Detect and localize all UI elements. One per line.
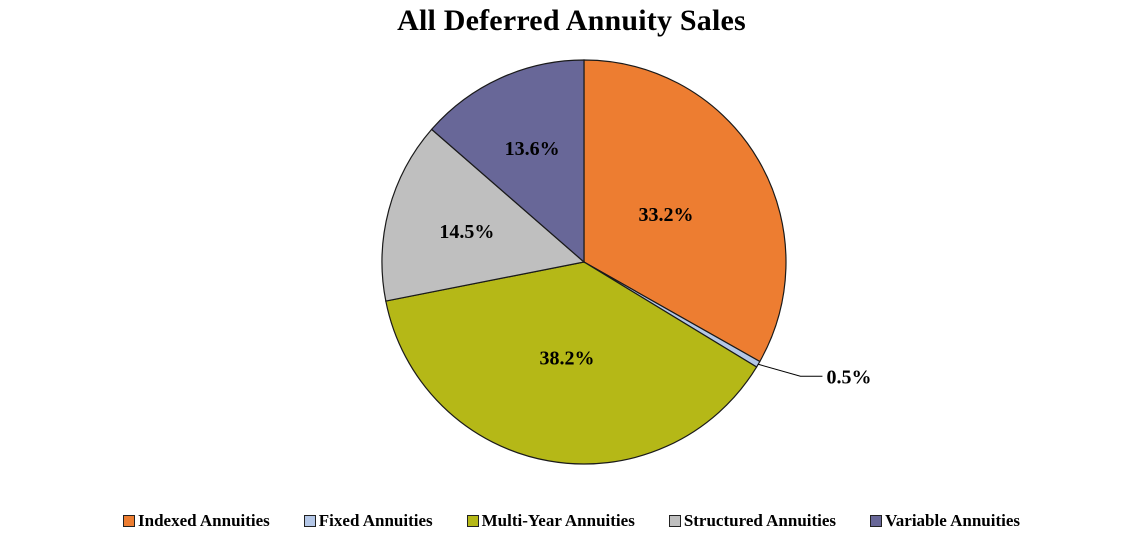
leader-line [758,363,823,377]
chart-title: All Deferred Annuity Sales [397,4,746,37]
pie-slice-indexed-annuities [583,59,787,363]
legend-item: Fixed Annuities [303,511,433,531]
slice-label: 38.2% [540,347,595,369]
legend-label: Variable Annuities [885,511,1020,530]
legend-label: Structured Annuities [683,511,837,530]
pie-chart: 33.2% 0.5% 38.2% 14.5% 13.6% [381,59,871,465]
legend-item: Variable Annuities [870,511,1020,531]
legend-item: Structured Annuities [668,511,837,531]
slice-label: 14.5% [439,221,494,243]
pie-slice-variable-annuities [430,59,585,264]
legend-label: Indexed Annuities [138,511,270,530]
legend-swatch [466,515,479,527]
pie-slice-structured-annuities [381,128,586,302]
legend-label: Fixed Annuities [318,511,433,530]
legend-swatch [870,515,883,527]
legend-item: Multi-Year Annuities [466,511,635,531]
legend-swatch [303,515,316,527]
legend-swatch [123,515,135,527]
pie-slice-multi-year-annuities [385,261,758,465]
legend: Indexed Annuities Fixed Annuities Multi-Ye… [0,511,1143,531]
legend-item: Indexed Annuities [123,511,270,531]
slice-label: 33.2% [639,204,694,226]
slice-label: 0.5% [826,366,871,388]
legend-swatch [668,515,681,527]
legend-label: Multi-Year Annuities [481,511,635,530]
slice-label: 13.6% [505,138,560,160]
